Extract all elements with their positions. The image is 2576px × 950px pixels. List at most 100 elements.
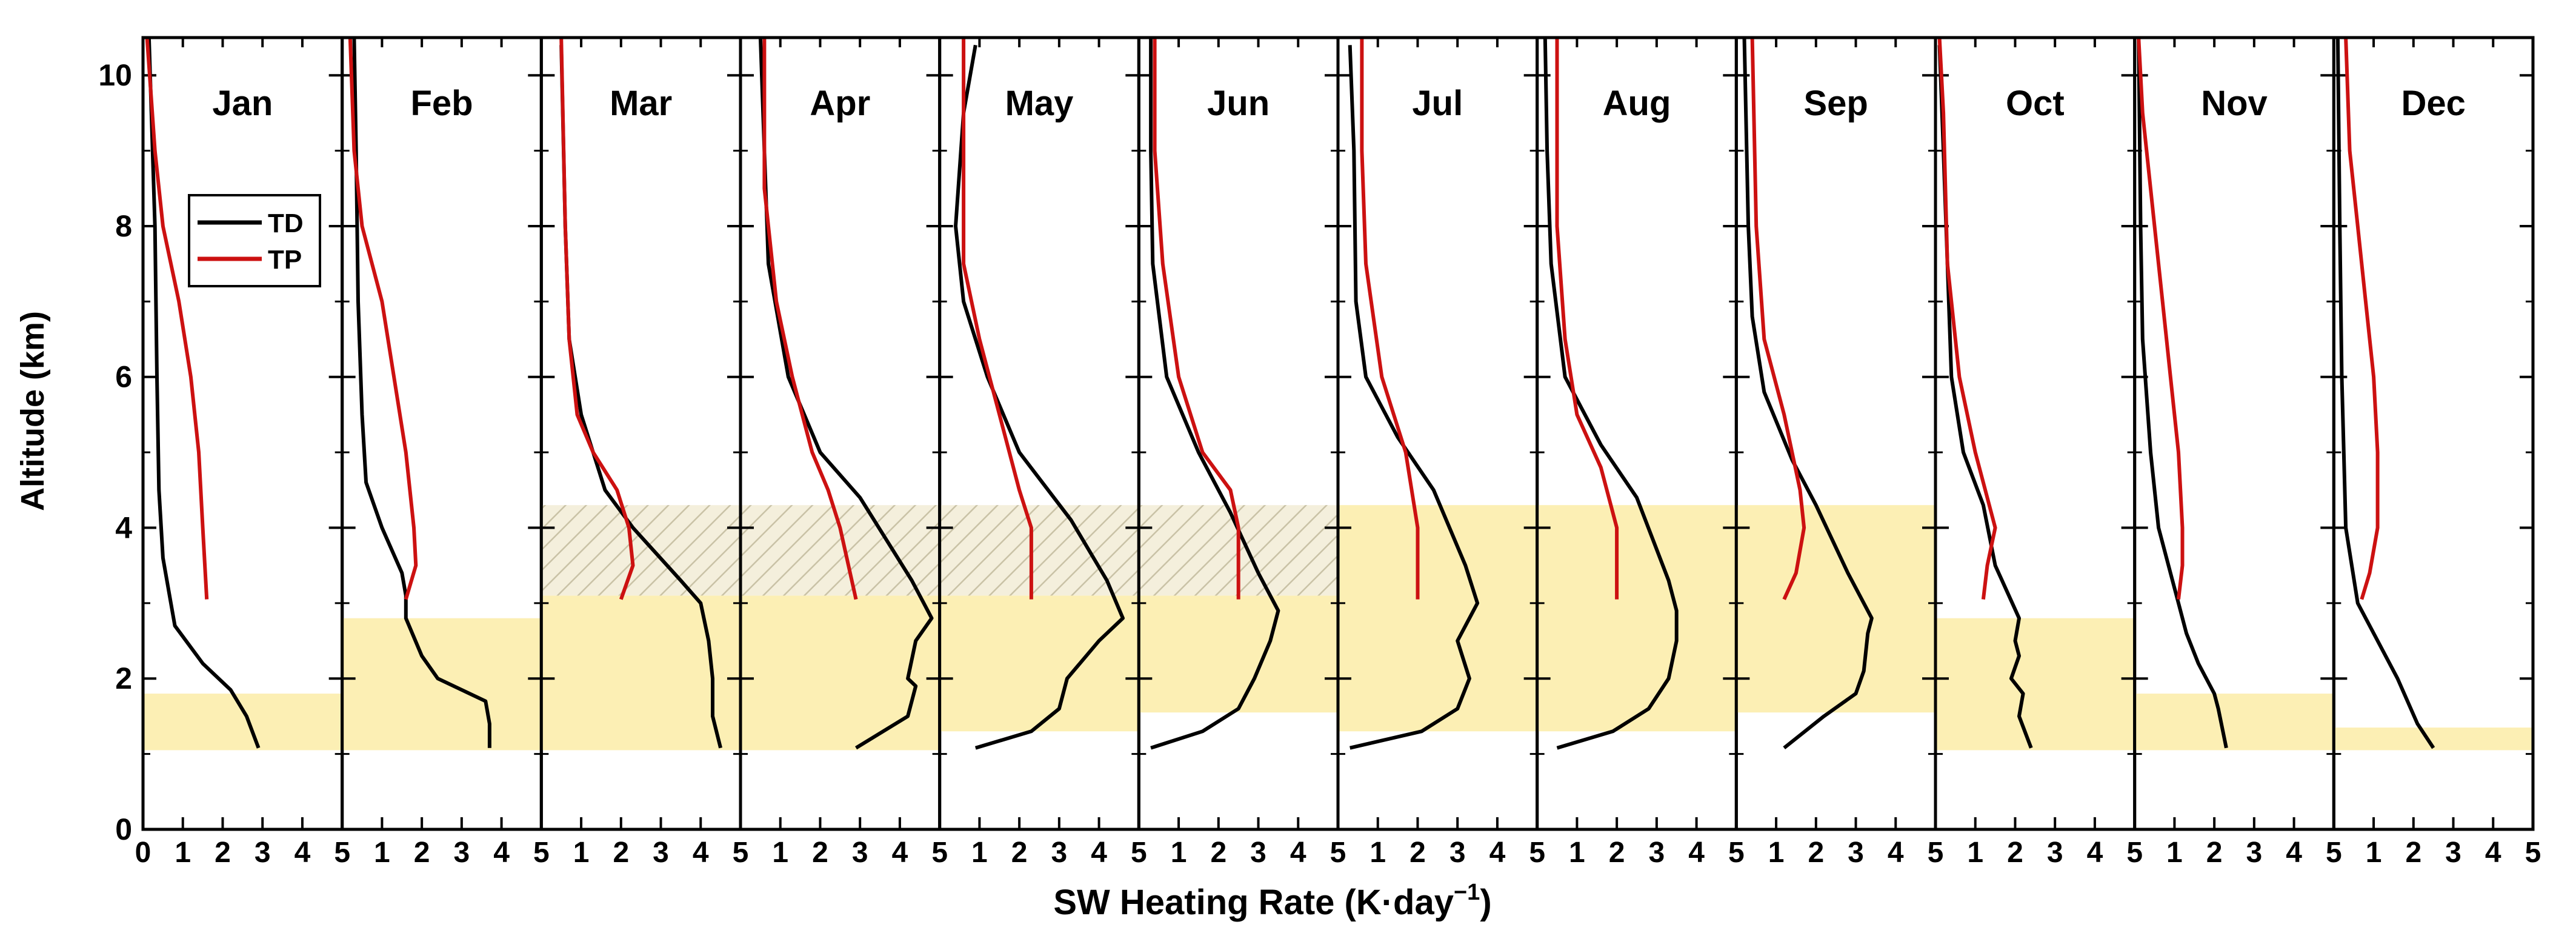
panel-aug: 1 2 3 4 5 Aug [1536, 36, 1745, 869]
panel-jul: 1 2 3 4 5 Jul [1336, 36, 1545, 869]
panel-title-nov: Nov [2201, 84, 2268, 123]
band-jul [1338, 505, 1537, 732]
series-tp-apr [762, 38, 858, 600]
x-axis-label-sup: −1 [1454, 880, 1480, 905]
x-tick-label: 3 [1250, 837, 1266, 869]
x-tick-label: 1 [971, 837, 988, 869]
x-tick-label: 2 [414, 837, 430, 869]
panel-jan: 0 1 2 3 4 5 Jan [135, 36, 350, 869]
band-oct [1935, 618, 2135, 751]
x-tick-label: 3 [2445, 837, 2461, 869]
panel-title-apr: Apr [810, 84, 870, 123]
series-tp-jul [1360, 38, 1420, 600]
x-tick-label: 3 [1051, 837, 1068, 869]
x-tick-label: 3 [454, 837, 470, 869]
x-tick-label: 3 [1449, 837, 1466, 869]
x-tick-label: 2 [1409, 837, 1426, 869]
x-tick-label: 2 [1808, 837, 1824, 869]
x-tick-label: 1 [573, 837, 590, 869]
x-tick-label: 4 [2087, 837, 2103, 869]
panel-title-dec: Dec [2401, 84, 2465, 123]
panel-title-sep: Sep [1803, 84, 1868, 123]
panel-jun: 1 2 3 4 5 Jun [1137, 36, 1346, 869]
x-tick-label: 1 [2366, 837, 2382, 869]
y-tick-label: 0 [115, 812, 132, 846]
x-tick-label: 1 [374, 837, 390, 869]
x-tick-label: 1 [175, 837, 191, 869]
x-tick-label: 5 [1728, 837, 1745, 869]
band-feb [342, 618, 542, 751]
band-jun [1139, 595, 1338, 713]
x-tick-label: 4 [1688, 837, 1705, 869]
x-tick-label: 3 [1848, 837, 1864, 869]
series-td-jun [1149, 38, 1280, 750]
series-td-apr [758, 37, 934, 750]
band-nov [2134, 694, 2334, 751]
panel-dec: 1 2 3 4 5 Dec [2332, 36, 2541, 869]
panel-title-oct: Oct [2006, 84, 2065, 123]
x-tick-label: 3 [1649, 837, 1665, 869]
x-tick-label: 4 [493, 837, 510, 869]
y-tick-label: 6 [115, 360, 132, 394]
series-td-nov [2137, 37, 2228, 749]
x-tick-label: 3 [653, 837, 669, 869]
panel-title-aug: Aug [1603, 84, 1671, 123]
x-tick-label: 0 [135, 837, 151, 869]
x-tick-label: 4 [693, 837, 709, 869]
series-tp-may [962, 38, 1033, 600]
x-axis-label: SW Heating Rate (K·day−1) [1053, 880, 1491, 922]
legend-label-td: TD [268, 209, 304, 238]
x-tick-label: 2 [812, 837, 828, 869]
panel-nov: 1 2 3 4 5 Nov [2133, 36, 2342, 869]
panel-sep: 1 2 3 4 5 Sep [1734, 36, 1943, 869]
x-tick-label: 2 [613, 837, 629, 869]
series-tp-feb [348, 37, 418, 600]
x-tick-label: 4 [1091, 837, 1107, 869]
x-axis-label-main: SW Heating Rate (K·day [1053, 883, 1454, 922]
x-tick-label: 3 [2047, 837, 2063, 869]
x-tick-label: 5 [2525, 837, 2541, 869]
panel-frame [2332, 36, 2535, 831]
legend-box [188, 194, 321, 287]
y-axis-label: Altitude (km) [15, 311, 51, 511]
x-tick-label: 3 [2246, 837, 2263, 869]
x-tick-label: 2 [2206, 837, 2223, 869]
x-tick-label: 2 [2405, 837, 2421, 869]
x-tick-label: 2 [215, 837, 231, 869]
x-tick-label: 1 [1569, 837, 1585, 869]
x-tick-label: 1 [1967, 837, 1983, 869]
y-tick-label: 2 [115, 661, 132, 695]
x-tick-label: 1 [772, 837, 788, 869]
series-tp-jun [1153, 38, 1240, 600]
panel-title-feb: Feb [410, 84, 473, 123]
x-tick-label: 5 [2126, 837, 2143, 869]
legend-label-tp: TP [268, 245, 302, 275]
series-tp-aug [1555, 38, 1619, 600]
series-td-sep [1742, 37, 1874, 750]
panel-feb: 1 2 3 4 5 Feb [341, 36, 550, 869]
y-tick-label: 8 [115, 209, 132, 243]
series-tp-jan [145, 37, 209, 600]
series-td-may [954, 44, 1125, 750]
panel-title-may: May [1005, 84, 1074, 123]
x-tick-label: 3 [852, 837, 868, 869]
x-tick-label: 3 [255, 837, 271, 869]
series-tp-dec [2344, 37, 2380, 600]
x-tick-label: 4 [1290, 837, 1306, 869]
panel-may: 1 2 3 4 5 May [938, 36, 1147, 869]
series-td-jul [1348, 45, 1480, 750]
legend: TD TP [188, 194, 321, 287]
series-td-jan [147, 37, 261, 749]
x-tick-label: 5 [533, 837, 550, 869]
x-tick-label: 2 [1210, 837, 1226, 869]
hatch-band-mar [541, 505, 741, 596]
series-td-aug [1543, 37, 1679, 750]
y-tick-label: 10 [98, 58, 132, 92]
panel-title-jul: Jul [1412, 84, 1463, 123]
band-jan [143, 694, 342, 751]
series-tp-oct [1937, 37, 1997, 600]
series-tp-nov [2137, 37, 2185, 600]
panel-mar: 1 2 3 4 5 Mar [539, 36, 748, 869]
